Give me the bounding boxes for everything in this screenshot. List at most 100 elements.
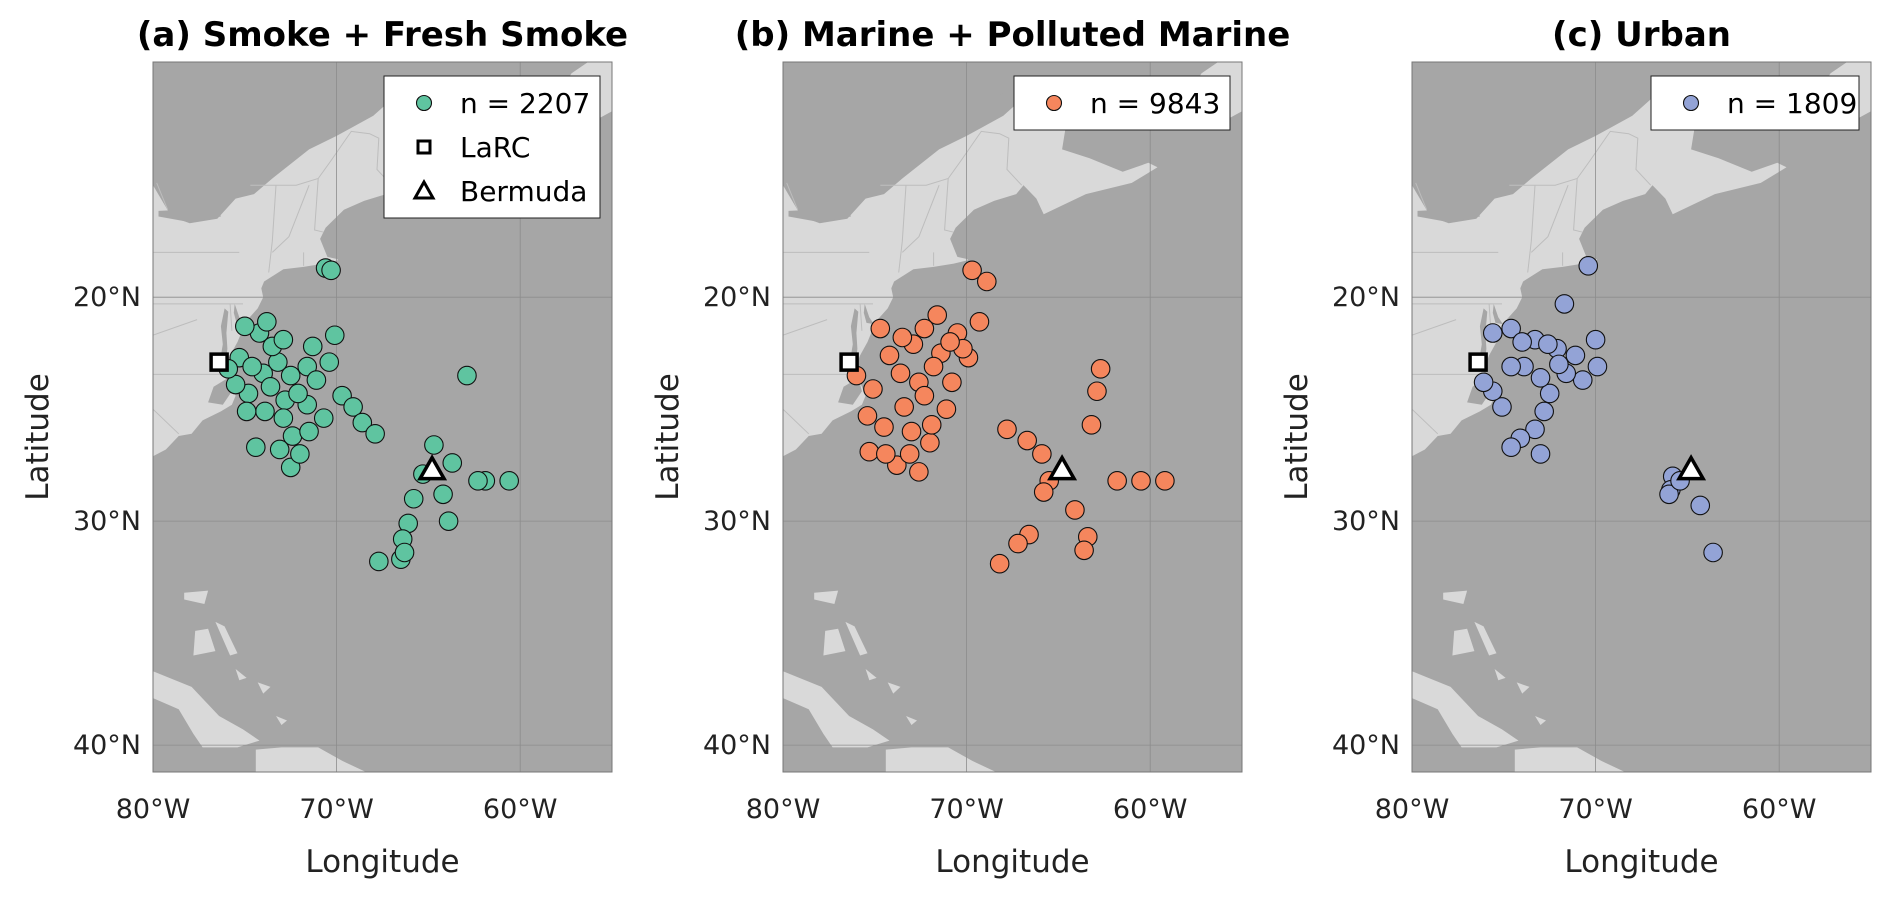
data-point (914, 385, 935, 406)
data-point (394, 542, 415, 563)
x-tick-label: 60°W (1742, 794, 1817, 825)
puerto-rico-land (1647, 772, 1676, 781)
state-border (1412, 319, 1457, 336)
data-point (369, 551, 389, 572)
data-point (969, 312, 990, 332)
data-point (1008, 533, 1028, 554)
state-border (271, 185, 310, 253)
state-border (898, 185, 907, 273)
data-point (879, 345, 900, 366)
data-point (288, 383, 308, 404)
panel-title: (c) Urban (1552, 15, 1731, 55)
x-tick-label: 80°W (746, 794, 821, 825)
y-tick-label: 30°N (1332, 506, 1400, 537)
bahamas-island (1443, 590, 1468, 604)
inland-water (1479, 308, 1488, 364)
data-point (1565, 345, 1586, 366)
larc-marker (209, 352, 229, 372)
bermuda-marker (1047, 454, 1078, 481)
legend-label: LaRC (460, 131, 530, 164)
bahamas-island (865, 669, 877, 681)
data-point (863, 379, 883, 399)
x-tick-label: 80°W (1375, 794, 1450, 825)
cuba-land (1412, 671, 1519, 748)
data-point (1074, 540, 1094, 561)
data-point (299, 421, 319, 442)
data-point (1659, 484, 1679, 505)
data-point (280, 365, 301, 386)
legend-marker-circle (1045, 94, 1063, 112)
state-border (786, 182, 799, 210)
state-border (1530, 185, 1569, 253)
data-point (1554, 294, 1575, 314)
data-point (424, 435, 444, 455)
data-point (1155, 471, 1175, 491)
bahamas-island (193, 628, 216, 656)
data-point (921, 415, 942, 435)
panel-3: (c) Urban 80°W 70°W 60°W 40°N 30°N 20°N Longitu… (1279, 15, 1872, 880)
state-border (1415, 182, 1428, 210)
bahamas-island (1516, 682, 1530, 694)
plot-frame (152, 61, 613, 773)
data-point (1530, 368, 1551, 388)
data-point (857, 406, 878, 426)
plot-frame (1411, 61, 1872, 773)
x-tick-label: 70°W (1558, 794, 1633, 825)
bahamas-island (1474, 621, 1497, 656)
data-point (343, 397, 363, 417)
state-border (1509, 130, 1652, 186)
data-point (997, 419, 1017, 440)
state-border (268, 185, 277, 273)
data-point (438, 511, 459, 531)
y-tick-label: 40°N (703, 730, 771, 761)
data-point (365, 423, 385, 444)
data-point (1131, 471, 1151, 491)
hispaniola-land (885, 747, 996, 772)
state-border (314, 178, 324, 233)
panel-2: (b) Marine + Polluted Marine 80°W 70°W 60°W… (650, 15, 1290, 880)
data-point (901, 421, 922, 442)
state-border (783, 319, 828, 336)
plot-frame (782, 61, 1243, 773)
data-point (1538, 334, 1558, 355)
data-point (273, 329, 294, 350)
legend-marker-triangle (412, 178, 436, 200)
bahamas-island (257, 682, 271, 694)
y-tick-label: 20°N (1332, 282, 1400, 313)
data-point (319, 352, 340, 372)
data-point (892, 327, 913, 348)
bahamas-island (906, 716, 917, 725)
data-point (257, 312, 277, 332)
panel-title: (b) Marine + Polluted Marine (735, 15, 1291, 55)
data-point (1501, 318, 1521, 339)
data-point (1090, 359, 1111, 379)
x-axis-label: Longitude (935, 844, 1089, 880)
legend: n = 2207 LaRC Bermuda (383, 75, 601, 219)
legend-label: Bermuda (460, 175, 587, 208)
legend-marker-circle (1682, 94, 1700, 112)
y-axis-label: Latitude (20, 373, 56, 501)
state-border (901, 185, 940, 253)
map-area (783, 62, 1242, 772)
data-point (894, 397, 914, 417)
bahamas-island (887, 682, 901, 694)
data-point (1549, 354, 1569, 375)
y-tick-label: 40°N (73, 730, 141, 761)
legend-label: n = 9843 (1090, 87, 1220, 120)
x-tick-label: 70°W (929, 794, 1004, 825)
data-point (859, 441, 880, 462)
state-border (783, 408, 810, 435)
x-tick-label: 60°W (483, 794, 558, 825)
inland-water (158, 205, 221, 223)
data-point (923, 356, 944, 377)
data-point (236, 401, 257, 422)
larc-marker (1468, 352, 1488, 372)
data-point (914, 318, 935, 339)
bermuda-marker (417, 454, 448, 481)
data-point (870, 318, 891, 339)
inland-water (1417, 205, 1480, 223)
bermuda-marker (1676, 454, 1707, 481)
data-point (306, 370, 327, 390)
x-axis-label: Longitude (305, 844, 459, 880)
bahamas-island (215, 621, 238, 656)
